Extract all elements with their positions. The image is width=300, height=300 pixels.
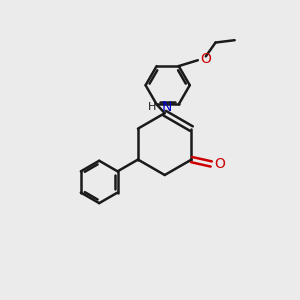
Text: O: O [214, 157, 225, 171]
Text: O: O [200, 52, 211, 66]
Text: N: N [161, 100, 172, 114]
Text: H: H [148, 102, 157, 112]
